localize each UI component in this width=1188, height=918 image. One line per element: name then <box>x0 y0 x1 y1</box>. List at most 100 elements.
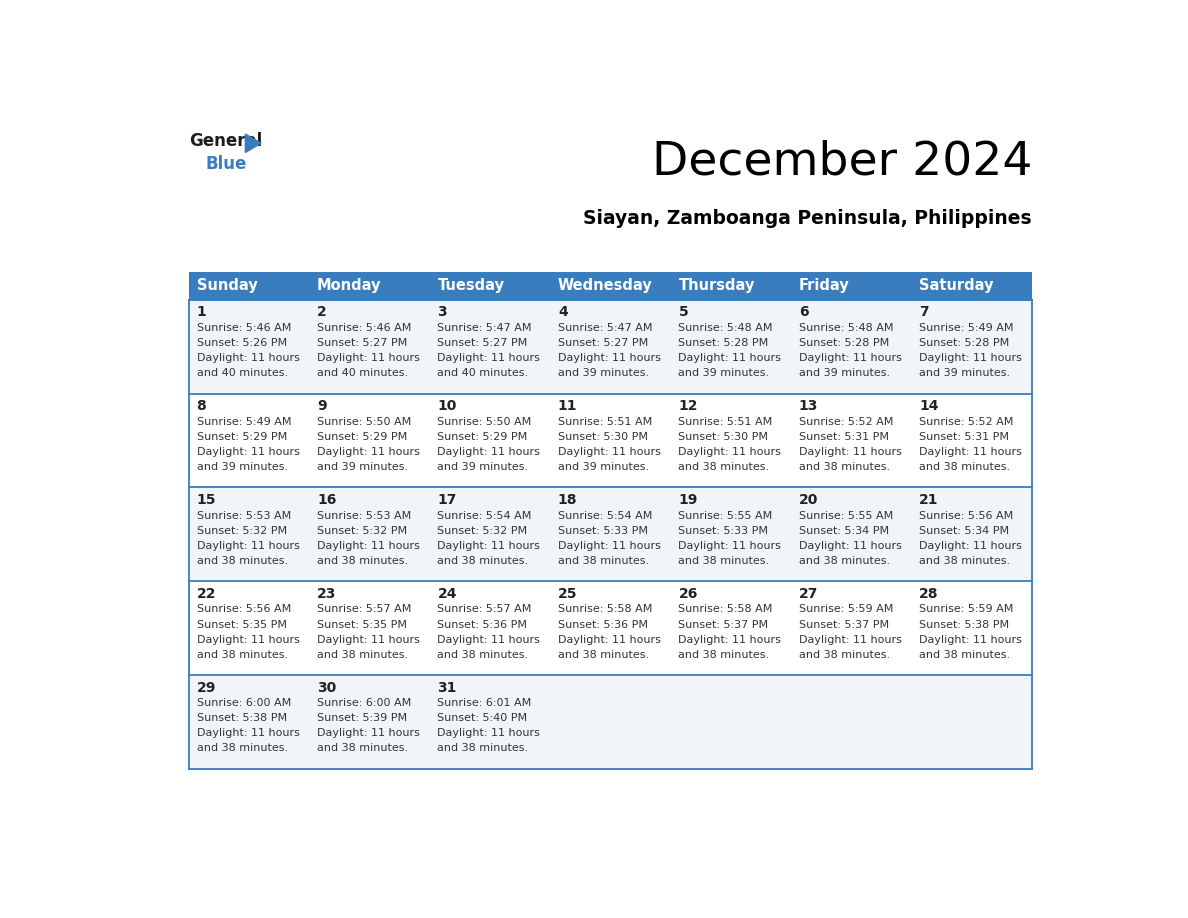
Text: Sunset: 5:34 PM: Sunset: 5:34 PM <box>920 526 1010 535</box>
Text: Sunrise: 5:58 AM: Sunrise: 5:58 AM <box>558 604 652 614</box>
Text: Daylight: 11 hours: Daylight: 11 hours <box>317 541 419 551</box>
Bar <box>189 581 309 676</box>
Bar <box>309 581 430 676</box>
Text: and 40 minutes.: and 40 minutes. <box>196 368 287 377</box>
Text: Daylight: 11 hours: Daylight: 11 hours <box>317 729 419 738</box>
Text: Sunrise: 5:57 AM: Sunrise: 5:57 AM <box>437 604 532 614</box>
Text: 15: 15 <box>196 493 216 507</box>
Bar <box>430 676 550 769</box>
Bar <box>671 676 791 769</box>
Text: Sunrise: 5:50 AM: Sunrise: 5:50 AM <box>317 417 411 427</box>
Text: 9: 9 <box>317 399 327 413</box>
Text: Daylight: 11 hours: Daylight: 11 hours <box>920 353 1022 363</box>
Text: Sunrise: 5:55 AM: Sunrise: 5:55 AM <box>798 510 893 521</box>
Bar <box>550 676 671 769</box>
Text: Sunset: 5:40 PM: Sunset: 5:40 PM <box>437 713 527 723</box>
Text: Daylight: 11 hours: Daylight: 11 hours <box>798 353 902 363</box>
Text: Sunset: 5:27 PM: Sunset: 5:27 PM <box>558 338 649 348</box>
Text: Sunset: 5:31 PM: Sunset: 5:31 PM <box>798 431 889 442</box>
Text: Sunrise: 5:51 AM: Sunrise: 5:51 AM <box>678 417 772 427</box>
Text: 17: 17 <box>437 493 457 507</box>
Text: and 38 minutes.: and 38 minutes. <box>437 744 529 754</box>
Bar <box>309 487 430 581</box>
Text: and 38 minutes.: and 38 minutes. <box>798 462 890 472</box>
Text: and 38 minutes.: and 38 minutes. <box>196 555 287 565</box>
Text: 21: 21 <box>920 493 939 507</box>
Text: and 40 minutes.: and 40 minutes. <box>317 368 409 377</box>
Text: Sunset: 5:28 PM: Sunset: 5:28 PM <box>798 338 889 348</box>
Text: Sunset: 5:30 PM: Sunset: 5:30 PM <box>678 431 769 442</box>
Text: and 39 minutes.: and 39 minutes. <box>317 462 409 472</box>
Text: 19: 19 <box>678 493 697 507</box>
Text: Daylight: 11 hours: Daylight: 11 hours <box>558 541 661 551</box>
Text: 27: 27 <box>798 587 819 600</box>
Text: Sunrise: 5:47 AM: Sunrise: 5:47 AM <box>558 323 652 332</box>
Text: Sunset: 5:36 PM: Sunset: 5:36 PM <box>558 620 647 630</box>
Bar <box>550 272 671 299</box>
Text: Sunrise: 5:52 AM: Sunrise: 5:52 AM <box>798 417 893 427</box>
Text: and 38 minutes.: and 38 minutes. <box>798 555 890 565</box>
Bar <box>671 299 791 394</box>
Text: and 39 minutes.: and 39 minutes. <box>798 368 890 377</box>
Text: and 38 minutes.: and 38 minutes. <box>798 650 890 659</box>
Bar <box>791 487 911 581</box>
Text: Sunrise: 5:53 AM: Sunrise: 5:53 AM <box>317 510 411 521</box>
Text: 26: 26 <box>678 587 697 600</box>
Text: Sunset: 5:27 PM: Sunset: 5:27 PM <box>317 338 407 348</box>
Text: 28: 28 <box>920 587 939 600</box>
Text: Sunrise: 5:56 AM: Sunrise: 5:56 AM <box>920 510 1013 521</box>
Text: and 39 minutes.: and 39 minutes. <box>558 368 649 377</box>
Text: Daylight: 11 hours: Daylight: 11 hours <box>437 447 541 456</box>
Text: Sunrise: 5:46 AM: Sunrise: 5:46 AM <box>196 323 291 332</box>
Text: Daylight: 11 hours: Daylight: 11 hours <box>437 729 541 738</box>
Text: Daylight: 11 hours: Daylight: 11 hours <box>196 541 299 551</box>
Text: Sunrise: 5:46 AM: Sunrise: 5:46 AM <box>317 323 411 332</box>
Text: Daylight: 11 hours: Daylight: 11 hours <box>196 447 299 456</box>
Text: Daylight: 11 hours: Daylight: 11 hours <box>798 541 902 551</box>
Text: and 38 minutes.: and 38 minutes. <box>317 744 409 754</box>
Bar <box>791 299 911 394</box>
Text: Sunset: 5:39 PM: Sunset: 5:39 PM <box>317 713 407 723</box>
Text: 13: 13 <box>798 399 819 413</box>
Text: Sunset: 5:33 PM: Sunset: 5:33 PM <box>558 526 647 535</box>
Text: Daylight: 11 hours: Daylight: 11 hours <box>317 353 419 363</box>
Text: Sunrise: 5:54 AM: Sunrise: 5:54 AM <box>437 510 532 521</box>
Text: Daylight: 11 hours: Daylight: 11 hours <box>920 541 1022 551</box>
Bar <box>911 272 1032 299</box>
Text: Daylight: 11 hours: Daylight: 11 hours <box>196 634 299 644</box>
Text: 11: 11 <box>558 399 577 413</box>
Bar <box>550 394 671 487</box>
Text: Daylight: 11 hours: Daylight: 11 hours <box>558 447 661 456</box>
Text: Sunrise: 5:58 AM: Sunrise: 5:58 AM <box>678 604 772 614</box>
Text: Siayan, Zamboanga Peninsula, Philippines: Siayan, Zamboanga Peninsula, Philippines <box>583 208 1032 228</box>
Bar <box>791 272 911 299</box>
Text: Daylight: 11 hours: Daylight: 11 hours <box>558 634 661 644</box>
Bar <box>791 581 911 676</box>
Bar <box>671 487 791 581</box>
Text: Daylight: 11 hours: Daylight: 11 hours <box>798 447 902 456</box>
Text: Daylight: 11 hours: Daylight: 11 hours <box>437 634 541 644</box>
Text: Friday: Friday <box>798 278 849 293</box>
Bar <box>911 581 1032 676</box>
Text: and 39 minutes.: and 39 minutes. <box>196 462 287 472</box>
Text: Saturday: Saturday <box>920 278 994 293</box>
Polygon shape <box>246 134 261 152</box>
Bar <box>550 487 671 581</box>
Bar <box>189 676 309 769</box>
Text: Daylight: 11 hours: Daylight: 11 hours <box>437 353 541 363</box>
Text: 23: 23 <box>317 587 336 600</box>
Bar <box>430 581 550 676</box>
Text: Sunrise: 6:00 AM: Sunrise: 6:00 AM <box>317 699 411 709</box>
Text: and 38 minutes.: and 38 minutes. <box>437 555 529 565</box>
Text: and 39 minutes.: and 39 minutes. <box>678 368 770 377</box>
Text: Daylight: 11 hours: Daylight: 11 hours <box>678 447 782 456</box>
Text: Sunset: 5:29 PM: Sunset: 5:29 PM <box>196 431 286 442</box>
Text: Daylight: 11 hours: Daylight: 11 hours <box>196 729 299 738</box>
Text: Sunrise: 5:49 AM: Sunrise: 5:49 AM <box>196 417 291 427</box>
Text: Sunday: Sunday <box>196 278 258 293</box>
Text: 16: 16 <box>317 493 336 507</box>
Text: Sunrise: 5:51 AM: Sunrise: 5:51 AM <box>558 417 652 427</box>
Bar <box>189 487 309 581</box>
Text: 3: 3 <box>437 305 447 319</box>
Text: and 38 minutes.: and 38 minutes. <box>317 555 409 565</box>
